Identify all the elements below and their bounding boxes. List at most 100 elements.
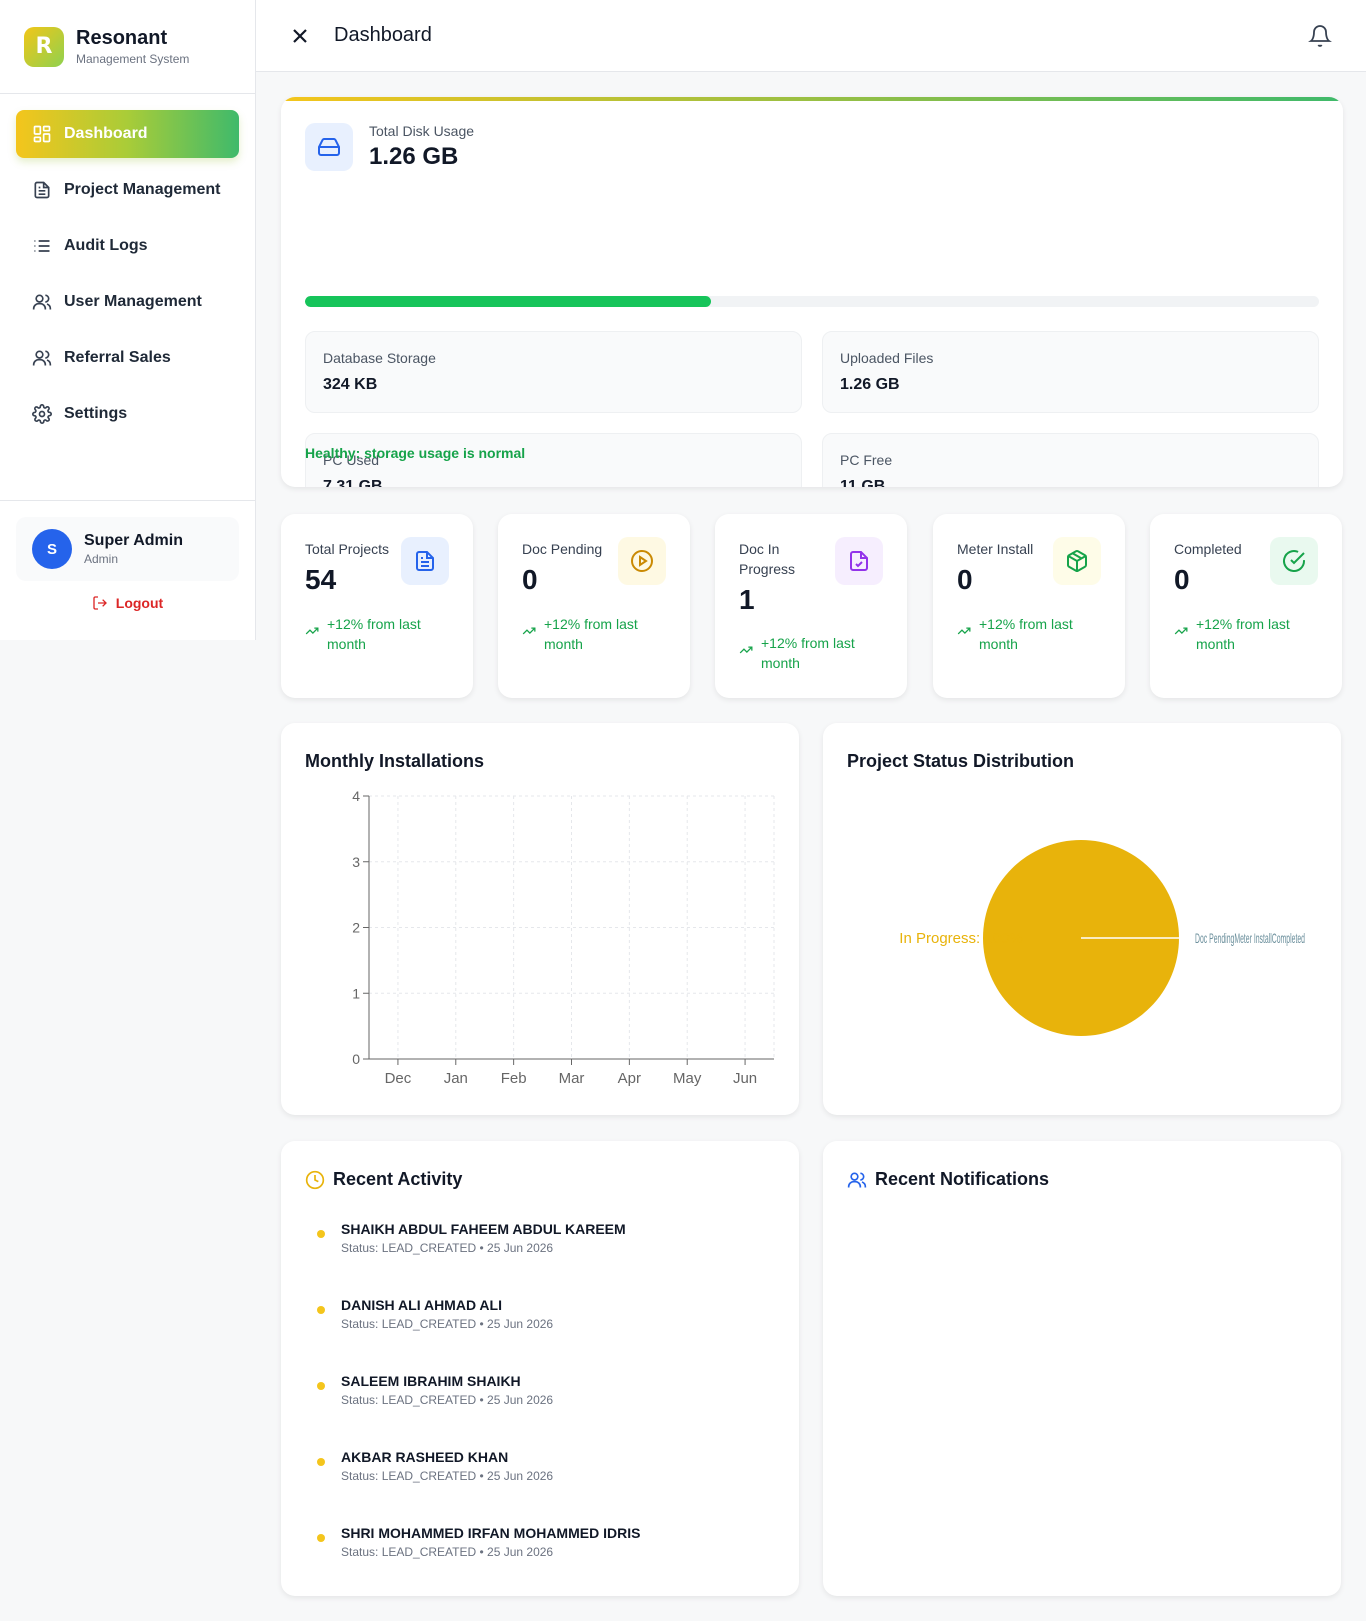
recent-activity-title-text: Recent Activity xyxy=(333,1169,463,1189)
kpi-doc-in-progress[interactable]: Doc In Progress 1 +12% from last month xyxy=(715,514,907,698)
kpi-trend: +12% from last month xyxy=(305,614,455,654)
check-circle-icon xyxy=(1270,537,1318,585)
dashboard-icon xyxy=(33,125,51,143)
activity-meta: Status: LEAD_CREATED • 25 Jun 2026 xyxy=(341,1469,554,1483)
stat-label: PC Free xyxy=(840,452,893,468)
user-role: Admin xyxy=(84,552,119,566)
x-tick-label: Feb xyxy=(501,1070,527,1087)
kpi-meter-install[interactable]: Meter Install 0 +12% from last month xyxy=(933,514,1125,698)
trending-up-icon xyxy=(739,646,753,654)
kpi-trend-text: +12% from last month xyxy=(979,616,1073,652)
kpi-trend-text: +12% from last month xyxy=(327,616,421,652)
disk-progress-bar xyxy=(305,296,1319,307)
monthly-installations-card: Monthly Installations 0 1 2 3 4 Dec Jan Feb Mar A… xyxy=(281,723,799,1115)
hard-drive-icon xyxy=(305,123,353,171)
stat-label: Database Storage xyxy=(323,350,436,366)
kpi-trend-text: +12% from last month xyxy=(761,635,855,671)
recent-notifications-card: Recent Notifications xyxy=(823,1141,1341,1596)
sidebar-item-label: Project Management xyxy=(64,181,221,198)
sidebar-item-label: Referral Sales xyxy=(64,349,171,366)
sidebar-item-project-management[interactable]: Project Management xyxy=(16,166,239,214)
activity-meta: Status: LEAD_CREATED • 25 Jun 2026 xyxy=(341,1393,554,1407)
kpi-value: 1 xyxy=(739,584,755,615)
list-item[interactable]: DANISH ALI AHMAD ALI Status: LEAD_CREATE… xyxy=(317,1295,553,1331)
kpi-label: Doc Pending xyxy=(522,541,603,557)
kpi-label: Completed xyxy=(1174,541,1242,557)
disk-usage-value: 1.26 GB xyxy=(369,143,459,170)
clock-icon xyxy=(305,1170,325,1189)
status-dot xyxy=(317,1382,325,1390)
list-item[interactable]: AKBAR RASHEED KHAN Status: LEAD_CREATED … xyxy=(317,1447,553,1483)
sidebar-item-audit-logs[interactable]: Audit Logs xyxy=(16,222,239,270)
kpi-trend: +12% from last month xyxy=(957,614,1107,654)
logout-button[interactable]: Logout xyxy=(16,595,239,611)
activity-meta: Status: LEAD_CREATED • 25 Jun 2026 xyxy=(341,1317,554,1331)
brand-logo: R xyxy=(24,26,64,67)
brand-name: Resonant xyxy=(76,27,168,49)
stat-value: 324 KB xyxy=(323,376,378,393)
users-icon xyxy=(32,294,52,310)
bell-icon[interactable] xyxy=(1308,24,1332,48)
kpi-trend-text: +12% from last month xyxy=(1196,616,1290,652)
project-status-card: Project Status Distribution In Progress:… xyxy=(823,723,1341,1115)
user-section: S Super Admin Admin Logout xyxy=(0,500,255,627)
sidebar-item-label: Dashboard xyxy=(64,125,148,142)
sidebar-item-label: Audit Logs xyxy=(64,237,148,254)
sidebar-item-label: Settings xyxy=(64,405,128,422)
users-icon xyxy=(32,350,52,366)
status-dot xyxy=(317,1306,325,1314)
user-card[interactable]: S Super Admin Admin xyxy=(16,517,239,581)
chart-title: Project Status Distribution xyxy=(847,751,1075,771)
stat-database-storage: Database Storage 324 KB xyxy=(305,331,802,413)
page-title: Dashboard xyxy=(334,24,432,46)
kpi-trend: +12% from last month xyxy=(522,614,672,654)
trending-up-icon xyxy=(1174,627,1188,635)
sidebar-item-user-management[interactable]: User Management xyxy=(16,278,239,326)
pie-overlapping-labels: Doc PendingMeter InstallCompleted xyxy=(1195,930,1305,946)
disk-accent-bar xyxy=(281,97,1343,101)
gear-icon xyxy=(32,404,52,424)
sidebar-item-dashboard[interactable]: Dashboard xyxy=(16,110,239,158)
y-tick-label: 2 xyxy=(352,920,360,936)
activity-name: SHAIKH ABDUL FAHEEM ABDUL KAREEM xyxy=(341,1221,626,1237)
sidebar-item-settings[interactable]: Settings xyxy=(16,390,239,438)
disk-usage-card: Total Disk Usage 1.26 GB Database Storag… xyxy=(281,97,1343,487)
list-item[interactable]: SHAIKH ABDUL FAHEEM ABDUL KAREEM Status:… xyxy=(317,1219,626,1255)
recent-activity-title: Recent Activity xyxy=(305,1169,462,1190)
status-dot xyxy=(317,1230,325,1238)
project-status-pie-chart: In Progress: 100% Doc PendingMeter Instal… xyxy=(899,840,1305,1036)
brand-subtitle: Management System xyxy=(76,52,190,66)
kpi-completed[interactable]: Completed 0 +12% from last month xyxy=(1150,514,1342,698)
pie-slice-label: In Progress: 100% xyxy=(899,930,1022,947)
x-tick-label: Apr xyxy=(618,1070,641,1087)
chart-title: Monthly Installations xyxy=(305,751,485,771)
stat-uploaded-files: Uploaded Files 1.26 GB xyxy=(822,331,1319,413)
recent-notifications-title-text: Recent Notifications xyxy=(875,1169,1050,1189)
y-tick-label: 1 xyxy=(352,985,360,1001)
sidebar: R Resonant Management System Dashboard P… xyxy=(0,0,256,640)
stat-pc-free: PC Free 11 GB xyxy=(822,433,1319,487)
list-item[interactable]: SHRI MOHAMMED IRFAN MOHAMMED IDRIS Statu… xyxy=(317,1523,640,1559)
kpi-doc-pending[interactable]: Doc Pending 0 +12% from last month xyxy=(498,514,690,698)
stat-value: 7.31 GB xyxy=(323,478,383,487)
user-name: Super Admin xyxy=(84,532,183,549)
kpi-value: 0 xyxy=(1174,564,1190,595)
activity-name: AKBAR RASHEED KHAN xyxy=(341,1449,509,1465)
x-tick-label: Jan xyxy=(444,1070,468,1087)
close-icon[interactable] xyxy=(288,24,312,48)
y-tick-label: 4 xyxy=(352,788,360,804)
disk-usage-label: Total Disk Usage xyxy=(369,123,475,139)
file-text-icon xyxy=(401,537,449,585)
activity-meta: Status: LEAD_CREATED • 25 Jun 2026 xyxy=(341,1545,554,1559)
stat-label: PC Used xyxy=(323,452,380,468)
sidebar-item-referral-sales[interactable]: Referral Sales xyxy=(16,334,239,382)
sidebar-item-label: User Management xyxy=(64,293,202,310)
activity-meta: Status: LEAD_CREATED • 25 Jun 2026 xyxy=(341,1241,554,1255)
brand-logo-letter: R xyxy=(35,34,53,59)
list-item[interactable]: SALEEM IBRAHIM SHAIKH Status: LEAD_CREAT… xyxy=(317,1371,553,1407)
kpi-total-projects[interactable]: Total Projects 54 +12% from last month xyxy=(281,514,473,698)
trending-up-icon xyxy=(957,627,971,635)
kpi-label: Meter Install xyxy=(957,541,1034,557)
activity-name: SHRI MOHAMMED IRFAN MOHAMMED IDRIS xyxy=(341,1525,641,1541)
trending-up-icon xyxy=(305,627,319,635)
